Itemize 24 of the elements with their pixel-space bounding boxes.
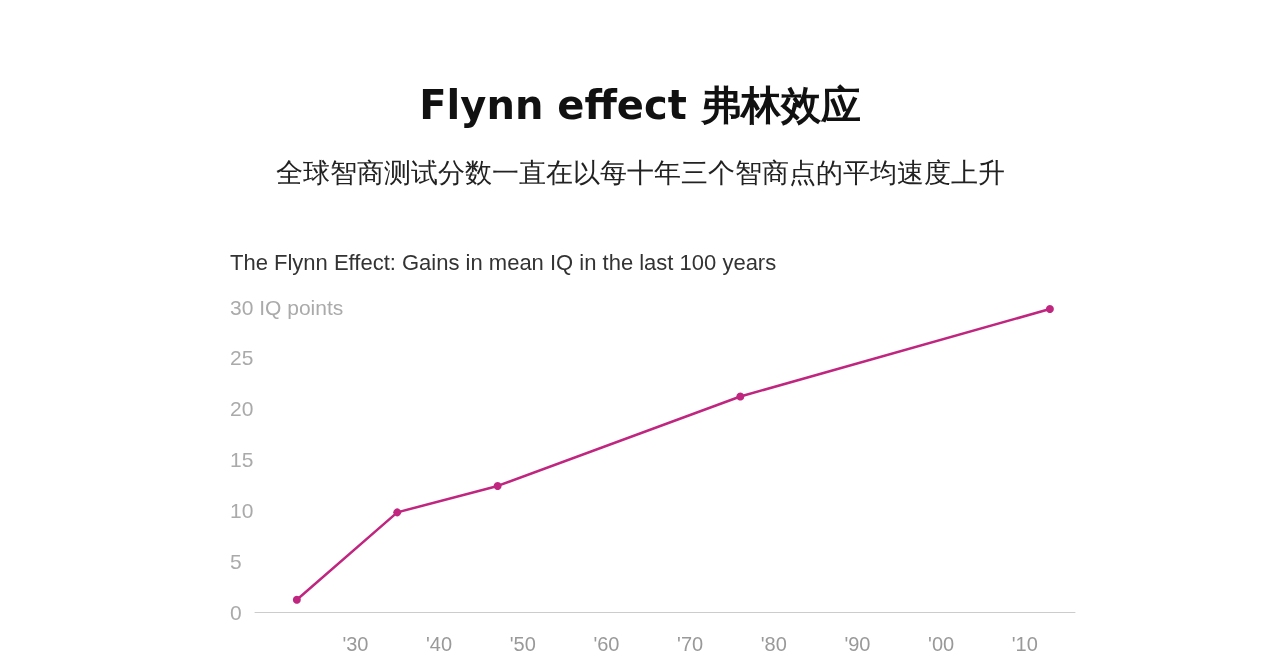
y-tick-label: 25 xyxy=(230,346,254,370)
point xyxy=(1045,305,1054,314)
text: The Flynn Effect: Gains in mean IQ in the last 100 years xyxy=(230,250,777,276)
x-tick-label: '70 xyxy=(677,633,704,655)
x-tick-label: '30 xyxy=(342,633,369,655)
y-tick-label: 10 xyxy=(230,498,254,522)
y-tick-label: 15 xyxy=(230,448,254,471)
y-tick-label: 30 IQ points xyxy=(230,295,344,319)
x-tick-label: '60 xyxy=(593,633,620,655)
point xyxy=(393,508,402,517)
chart-subtitle: 全球智商测试分数一直在以每十年三个智商点的平均速度上升 xyxy=(274,156,1006,190)
point xyxy=(493,481,502,490)
point xyxy=(292,595,301,604)
x-tick-label: '80 xyxy=(760,633,787,655)
chart-title: Flynn effect 弗林效应 xyxy=(418,81,862,130)
y-tick-label: 0 xyxy=(230,600,242,624)
y-tick-label: 20 xyxy=(230,397,254,421)
x-tick-label: '50 xyxy=(509,633,536,655)
x-tick-label: '10 xyxy=(1011,633,1038,655)
x-tick-label: '90 xyxy=(844,633,871,655)
x-tick-label: '00 xyxy=(928,633,955,655)
x-tick-label: '40 xyxy=(426,633,453,655)
y-tick-label: 5 xyxy=(230,549,242,573)
point xyxy=(736,392,745,401)
